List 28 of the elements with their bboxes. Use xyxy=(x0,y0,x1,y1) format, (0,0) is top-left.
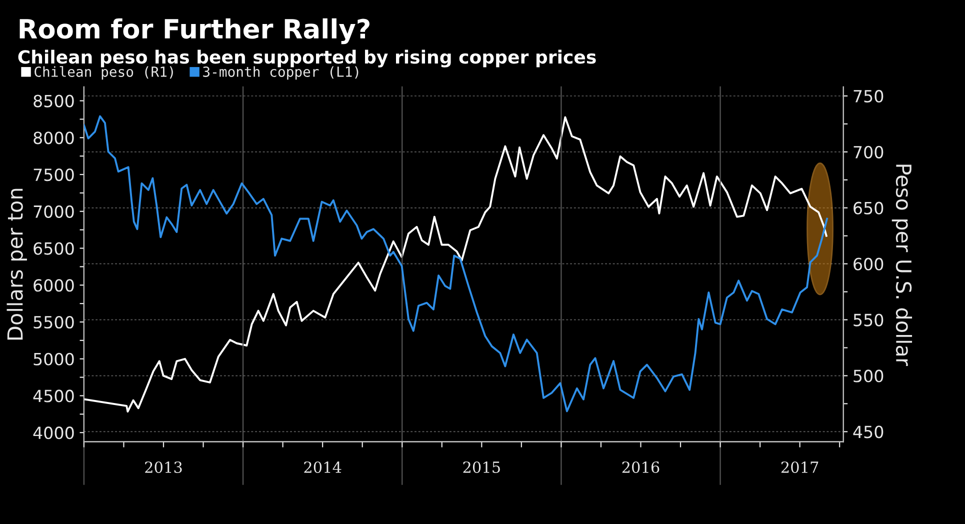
y2-tick-label: 750 xyxy=(854,90,884,103)
y-tick-label: 8000 xyxy=(34,132,74,144)
legend-label: 3-month copper (L1) xyxy=(203,66,358,80)
x-tick-label: 2013 xyxy=(145,461,182,473)
y-tick-label: 8500 xyxy=(34,94,74,108)
y-tick-label: 4500 xyxy=(33,390,74,402)
y-tick-label: 5500 xyxy=(34,316,74,329)
y2-tick-label: 600 xyxy=(854,258,884,270)
y2-tick-label: 550 xyxy=(854,314,884,326)
y2-tick-label: 500 xyxy=(854,370,884,382)
y2-axis-title: Peso per U.S. dollar xyxy=(892,164,912,366)
y-tick-label: 6500 xyxy=(34,242,74,255)
y2-tick-label: 700 xyxy=(854,146,884,158)
chart-subtitle: Chilean peso has been supported by rising copper prices xyxy=(18,50,596,68)
y2-tick-label: 450 xyxy=(853,426,884,438)
y-axis-title: Dollars per ton xyxy=(6,188,27,340)
x-tick-label: 2014 xyxy=(304,461,342,473)
y-tick-label: 7500 xyxy=(34,168,74,182)
x-tick-label: 2015 xyxy=(463,461,500,473)
x-tick-label: 2016 xyxy=(622,461,660,473)
chart-title: Room for Further Rally? xyxy=(20,18,370,44)
legend-label: Chilean peso (R1) xyxy=(34,66,173,80)
y-tick-label: 7000 xyxy=(34,205,74,218)
y-tick-label: 5000 xyxy=(34,352,74,366)
y-tick-label: 4000 xyxy=(33,426,74,440)
y2-tick-label: 650 xyxy=(854,202,884,214)
x-tick-label: 2017 xyxy=(781,461,818,473)
y-tick-label: 6000 xyxy=(34,279,74,292)
